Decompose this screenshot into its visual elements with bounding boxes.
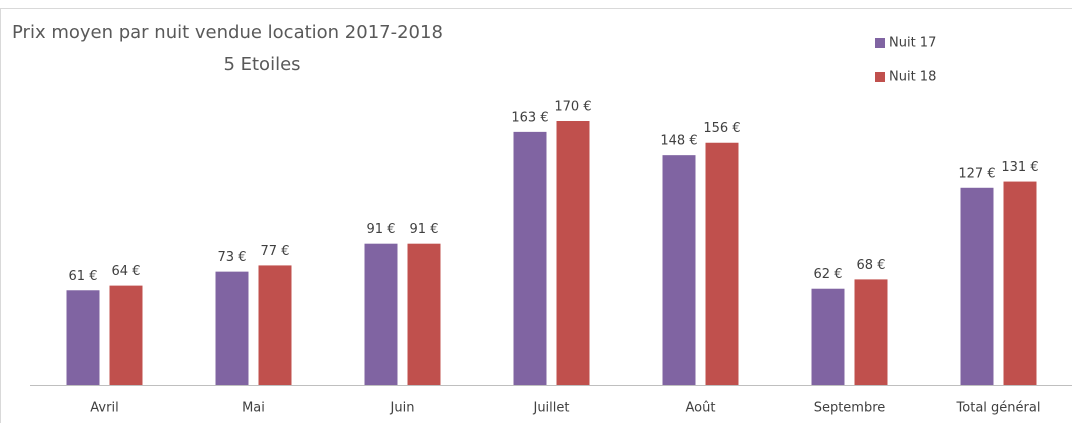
bar <box>364 243 398 385</box>
data-label: 170 € <box>554 100 591 115</box>
legend-label: Nuit 17 <box>889 36 936 51</box>
data-label: 61 € <box>69 269 98 284</box>
data-label: 156 € <box>703 121 740 136</box>
x-tick-label: Juin <box>390 401 415 416</box>
legend-swatch <box>875 72 885 82</box>
bar <box>109 285 143 385</box>
data-label: 64 € <box>112 264 141 279</box>
legend-label: Nuit 18 <box>889 70 936 85</box>
data-label: 73 € <box>218 250 247 265</box>
data-label: 62 € <box>814 267 843 282</box>
chart-subtitle: 5 Etoiles <box>223 54 300 75</box>
data-label: 131 € <box>1001 160 1038 175</box>
bar <box>513 131 547 385</box>
bar <box>811 288 845 385</box>
data-label: 77 € <box>261 244 290 259</box>
x-tick-label: Juillet <box>532 401 569 416</box>
data-label: 91 € <box>410 222 439 237</box>
x-tick-label: Total général <box>956 401 1041 416</box>
x-tick-label: Septembre <box>814 401 886 416</box>
x-tick-label: Août <box>686 401 716 416</box>
bar <box>960 187 994 385</box>
bar <box>662 155 696 385</box>
bar <box>258 265 292 385</box>
bar <box>215 271 249 385</box>
data-label: 68 € <box>857 258 886 273</box>
data-label: 91 € <box>367 222 396 237</box>
bar <box>556 121 590 385</box>
data-label: 148 € <box>660 134 697 149</box>
bar <box>1003 181 1037 385</box>
x-tick-label: Mai <box>242 401 265 416</box>
bar <box>705 142 739 385</box>
chart-title: Prix moyen par nuit vendue location 2017… <box>12 22 443 43</box>
data-label: 163 € <box>511 110 548 125</box>
data-label: 127 € <box>958 166 995 181</box>
chart-frame <box>0 8 1072 423</box>
legend-swatch <box>875 38 885 48</box>
x-tick-label: Avril <box>90 401 118 416</box>
bar <box>66 290 100 385</box>
bar <box>407 243 441 385</box>
bar <box>854 279 888 385</box>
